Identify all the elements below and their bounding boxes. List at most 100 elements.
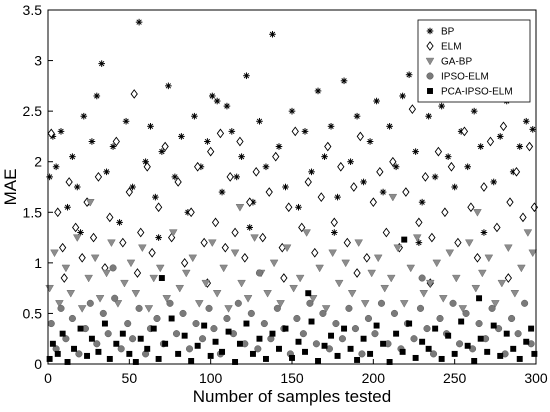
data-point [369, 197, 377, 208]
data-point [246, 224, 254, 231]
data-point [54, 207, 62, 218]
data-point [432, 325, 439, 332]
data-point [412, 354, 419, 361]
data-point [480, 182, 488, 192]
legend-label: GA-BP [441, 57, 472, 68]
y-tick-label: 3 [34, 53, 42, 69]
legend-marker [426, 41, 434, 51]
data-point [158, 275, 165, 281]
legend: BP ELM GA-BP IPSO-ELM PCA-IPSO-ELM [417, 19, 531, 103]
data-point [72, 222, 80, 233]
data-point [68, 314, 76, 323]
data-point [84, 352, 91, 359]
data-point [421, 172, 430, 182]
data-point [69, 153, 76, 160]
data-point [218, 188, 226, 196]
data-point [162, 295, 172, 303]
data-point [353, 268, 361, 278]
data-point [113, 340, 120, 347]
data-point [508, 314, 516, 323]
data-point [65, 177, 73, 187]
data-point [45, 284, 54, 293]
data-point [107, 239, 116, 248]
data-point [350, 182, 358, 192]
data-point [410, 335, 418, 343]
data-point [263, 355, 269, 362]
data-point [89, 232, 98, 243]
data-point [419, 290, 429, 298]
data-point [451, 183, 458, 191]
data-point [47, 128, 55, 139]
data-point [133, 268, 142, 278]
data-point [480, 229, 488, 236]
data-point [243, 295, 253, 303]
data-point [219, 264, 229, 273]
y-tick-label: 2 [34, 154, 42, 170]
data-point [243, 320, 250, 327]
data-point [458, 318, 465, 325]
data-point [334, 279, 344, 288]
data-point [219, 348, 226, 355]
data-point [458, 305, 468, 313]
data-point [380, 284, 390, 293]
data-point [488, 304, 496, 312]
data-point [334, 193, 341, 201]
data-point [399, 300, 409, 308]
data-point [175, 350, 182, 357]
data-point [477, 335, 484, 342]
data-point [211, 217, 220, 228]
data-point [188, 254, 198, 263]
data-point [71, 345, 77, 352]
data-point [212, 290, 222, 298]
data-point [304, 177, 312, 187]
data-point [116, 219, 123, 226]
data-point [376, 166, 384, 177]
data-point [150, 325, 157, 332]
x-tick-label: 150 [280, 370, 304, 386]
y-axis-ticks: 0 0.5 1 1.5 2 2.5 3 3.5 [23, 2, 53, 372]
data-point [363, 252, 371, 263]
data-point [477, 143, 484, 150]
data-point [52, 163, 60, 171]
data-point [174, 177, 182, 187]
data-point [289, 284, 298, 293]
data-point [528, 249, 538, 258]
data-point [93, 92, 101, 100]
data-point [470, 107, 478, 115]
data-point [321, 342, 328, 349]
data-point [181, 258, 189, 268]
data-point [155, 264, 165, 273]
data-point [259, 232, 267, 243]
data-point [360, 335, 367, 342]
data-point [144, 345, 151, 352]
data-point [473, 252, 482, 263]
data-point [324, 141, 332, 152]
data-point [207, 239, 217, 248]
data-point [224, 305, 233, 313]
data-point [285, 202, 293, 213]
data-point [235, 204, 245, 212]
data-point [467, 202, 475, 213]
data-point [373, 254, 383, 263]
data-point [282, 183, 289, 191]
data-point [312, 340, 320, 348]
data-point [471, 357, 478, 364]
data-point [484, 254, 494, 263]
data-point [64, 359, 71, 365]
data-point [223, 314, 231, 323]
data-point [301, 128, 309, 135]
legend-item: ELM [426, 41, 462, 53]
data-point [223, 102, 231, 110]
data-point [499, 121, 508, 132]
data-point [85, 198, 95, 207]
data-point [418, 198, 426, 206]
data-point [314, 87, 322, 95]
data-point [464, 342, 471, 349]
x-tick-label: 0 [44, 370, 52, 386]
data-point [207, 146, 215, 157]
data-point [386, 123, 393, 130]
data-point [319, 309, 327, 317]
data-point [238, 153, 245, 160]
data-point [347, 158, 354, 166]
data-point [111, 294, 119, 302]
